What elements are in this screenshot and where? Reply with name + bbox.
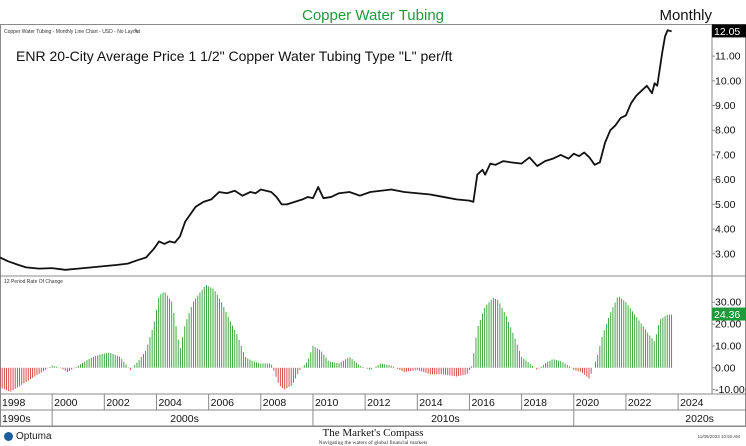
x-tick-label: 2016	[471, 397, 495, 409]
price-line	[0, 29, 672, 271]
pencil-icon[interactable]: ✎	[134, 29, 140, 35]
roc-y-tick: 0.00	[715, 362, 736, 374]
price-y-tick: 11.00	[715, 51, 741, 63]
footer-timestamp: 11/09/2023 10:50 AM	[697, 434, 740, 439]
x-tick-label: 2014	[419, 397, 443, 409]
price-y-tick: 9.00	[715, 100, 736, 112]
price-y-tick: 5.00	[715, 199, 736, 211]
x-tick-label: 2010	[315, 397, 339, 409]
x-tick-label: 2020	[576, 397, 600, 409]
x-tick-label: 2004	[158, 397, 182, 409]
price-y-tick: 3.00	[715, 248, 736, 260]
decade-label: 2010s	[431, 413, 460, 425]
brand-name: The Market's Compass	[322, 427, 424, 439]
x-tick-label: 2012	[367, 397, 391, 409]
price-y-tick: 6.00	[715, 174, 736, 186]
roc-y-tick: 30.00	[715, 297, 741, 309]
price-y-tick: 8.00	[715, 125, 736, 137]
price-y-tick: 7.00	[715, 149, 736, 161]
roc-y-tick: 10.00	[715, 340, 741, 352]
x-tick-label: 2000	[54, 397, 78, 409]
last-roc-box	[712, 307, 746, 321]
x-tick-label: 2002	[106, 397, 130, 409]
x-tick-label: 2024	[680, 397, 704, 409]
decade-label: 2000s	[170, 413, 199, 425]
last-roc-label: 24.36	[714, 309, 740, 321]
chart-period-label: Monthly	[659, 7, 712, 24]
x-tick-label: 2018	[524, 397, 548, 409]
chart-header-title: Copper Water Tubing	[301, 7, 445, 24]
roc-bars	[0, 284, 673, 392]
x-tick-label: 2022	[628, 397, 652, 409]
last-price-label: 12.05	[714, 26, 740, 38]
decade-label: 2020s	[685, 413, 714, 425]
x-tick-label: 2006	[211, 397, 235, 409]
price-line-group	[0, 29, 672, 271]
price-y-tick: 4.00	[715, 224, 736, 236]
roc-y-tick: 20.00	[715, 319, 741, 331]
roc-panel-title: 12 Period Rate Of Change	[4, 279, 63, 285]
x-tick-label: 2008	[263, 397, 287, 409]
roc-y-tick: -10.00	[715, 384, 745, 396]
optuma-logo	[4, 432, 13, 441]
price-y-tick: 10.00	[715, 75, 741, 87]
footer-brand: The Market's Compass Navigating the wate…	[0, 427, 746, 446]
brand-tagline: Navigating the waters of global financia…	[318, 440, 428, 446]
decade-label: 1990s	[2, 413, 31, 425]
chart-frame	[0, 24, 746, 427]
price-chart-title: ENR 20-City Average Price 1 1/2" Copper …	[16, 48, 453, 64]
chart-top-label: Copper Water Tubing - Monthly Line Chart…	[4, 29, 140, 35]
optuma-logo-text: Optuma	[16, 431, 52, 442]
last-price-box	[712, 24, 746, 38]
x-tick-label: 1998	[2, 397, 26, 409]
